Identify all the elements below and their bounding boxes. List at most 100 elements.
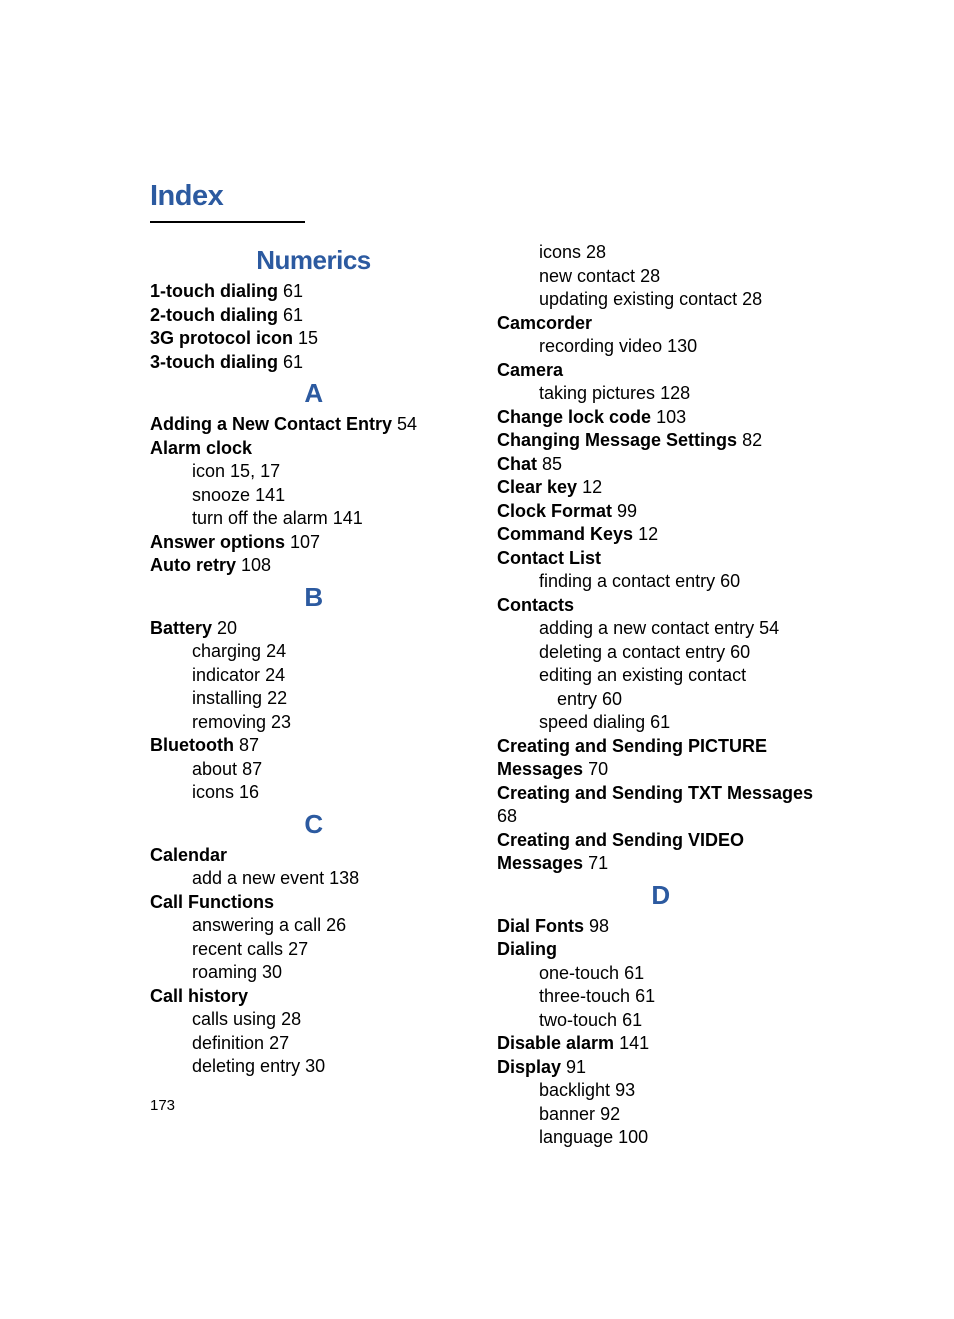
term: Clear key xyxy=(497,477,577,497)
index-subentry: one-touch 61 xyxy=(539,962,824,986)
page-ref: 100 xyxy=(618,1127,648,1147)
term: Calendar xyxy=(150,845,227,865)
term: Call Functions xyxy=(150,892,274,912)
term: Display xyxy=(497,1057,561,1077)
page-ref: 61 xyxy=(635,986,655,1006)
index-entry: Calendar xyxy=(150,844,477,868)
index-subentry: editing an existing contact xyxy=(539,664,824,688)
sub-label: language xyxy=(539,1127,613,1147)
index-entry: Creating and Sending TXT Messages 68 xyxy=(497,782,824,829)
index-subentry: updating existing contact 28 xyxy=(539,288,824,312)
index-entry: Bluetooth 87 xyxy=(150,734,477,758)
index-subentry: snooze 141 xyxy=(192,484,477,508)
page-ref: 61 xyxy=(624,963,644,983)
index-entry: Creating and Sending VIDEO Messages 71 xyxy=(497,829,824,876)
index-subentry: icon 15, 17 xyxy=(192,460,477,484)
index-entry: Command Keys 12 xyxy=(497,523,824,547)
page-ref: 16 xyxy=(239,782,259,802)
sub-label: two-touch xyxy=(539,1010,617,1030)
term: Camera xyxy=(497,360,563,380)
sub-label: finding a contact entry xyxy=(539,571,715,591)
sub-label: recent calls xyxy=(192,939,283,959)
index-subentry: add a new event 138 xyxy=(192,867,477,891)
index-entry: Change lock code 103 xyxy=(497,406,824,430)
page-ref: 70 xyxy=(588,759,608,779)
term: Contacts xyxy=(497,595,574,615)
page-ref: 54 xyxy=(759,618,779,638)
page-ref: 87 xyxy=(242,759,262,779)
term: Alarm clock xyxy=(150,438,252,458)
index-entry: Display 91 xyxy=(497,1056,824,1080)
page-ref: 28 xyxy=(586,242,606,262)
term: Command Keys xyxy=(497,524,633,544)
page-ref: 107 xyxy=(290,532,320,552)
left-column: Numerics 1-touch dialing 61 2-touch dial… xyxy=(150,241,477,1150)
index-subentry: new contact 28 xyxy=(539,265,824,289)
page-ref: 28 xyxy=(742,289,762,309)
sub-label: recording video xyxy=(539,336,662,356)
sub-label: add a new event xyxy=(192,868,324,888)
sub-label: adding a new contact entry xyxy=(539,618,754,638)
sub-label: snooze xyxy=(192,485,250,505)
term: Creating and Sending VIDEO Messages xyxy=(497,830,744,874)
page-ref: 87 xyxy=(239,735,259,755)
page-ref: 108 xyxy=(241,555,271,575)
index-subentry: turn off the alarm 141 xyxy=(192,507,477,531)
term: Changing Message Settings xyxy=(497,430,737,450)
index-entry: 3G protocol icon 15 xyxy=(150,327,477,351)
page-ref: 61 xyxy=(283,305,303,325)
index-entry: Adding a New Contact Entry 54 xyxy=(150,413,477,437)
term: Auto retry xyxy=(150,555,236,575)
sub-label: turn off the alarm xyxy=(192,508,328,528)
sub-label: banner xyxy=(539,1104,595,1124)
index-subentry: taking pictures 128 xyxy=(539,382,824,406)
page-ref: 15 xyxy=(298,328,318,348)
term: Chat xyxy=(497,454,537,474)
page-ref: 30 xyxy=(262,962,282,982)
term: Answer options xyxy=(150,532,285,552)
page-ref: 27 xyxy=(288,939,308,959)
index-subentry: removing 23 xyxy=(192,711,477,735)
term: Disable alarm xyxy=(497,1033,614,1053)
index-entry: 1-touch dialing 61 xyxy=(150,280,477,304)
section-heading-numerics: Numerics xyxy=(150,245,477,276)
page-ref: 138 xyxy=(329,868,359,888)
page-ref: 61 xyxy=(283,281,303,301)
index-subentry: banner 92 xyxy=(539,1103,824,1127)
term: Creating and Sending TXT Messages xyxy=(497,783,813,803)
section-heading-a: A xyxy=(150,378,477,409)
term: Adding a New Contact Entry xyxy=(150,414,392,434)
index-subentry: installing 22 xyxy=(192,687,477,711)
page-ref: 68 xyxy=(497,806,517,826)
index-subentry: roaming 30 xyxy=(192,961,477,985)
term: 1-touch dialing xyxy=(150,281,278,301)
page-ref: 22 xyxy=(267,688,287,708)
index-subentry-wrap: entry 60 xyxy=(557,688,824,712)
sub-label: calls using xyxy=(192,1009,276,1029)
index-subentry: deleting entry 30 xyxy=(192,1055,477,1079)
index-entry: Auto retry 108 xyxy=(150,554,477,578)
term: 3-touch dialing xyxy=(150,352,278,372)
index-entry: Camera xyxy=(497,359,824,383)
index-page: Index Numerics 1-touch dialing 61 2-touc… xyxy=(0,0,954,1230)
index-subentry: calls using 28 xyxy=(192,1008,477,1032)
sub-label: updating existing contact xyxy=(539,289,737,309)
page-ref: 91 xyxy=(566,1057,586,1077)
term: Call history xyxy=(150,986,248,1006)
index-subentry: two-touch 61 xyxy=(539,1009,824,1033)
page-ref: 103 xyxy=(656,407,686,427)
term: Dial Fonts xyxy=(497,916,584,936)
page-ref: 54 xyxy=(397,414,417,434)
page-ref: 60 xyxy=(602,689,622,709)
page-ref: 17 xyxy=(260,461,280,481)
section-heading-d: D xyxy=(497,880,824,911)
index-entry: Dial Fonts 98 xyxy=(497,915,824,939)
page-number: 173 xyxy=(150,1097,477,1114)
index-entry: Changing Message Settings 82 xyxy=(497,429,824,453)
index-subentry: backlight 93 xyxy=(539,1079,824,1103)
term: Dialing xyxy=(497,939,557,959)
index-entry: Dialing xyxy=(497,938,824,962)
index-entry: 3-touch dialing 61 xyxy=(150,351,477,375)
index-entry: Clock Format 99 xyxy=(497,500,824,524)
index-subentry: definition 27 xyxy=(192,1032,477,1056)
